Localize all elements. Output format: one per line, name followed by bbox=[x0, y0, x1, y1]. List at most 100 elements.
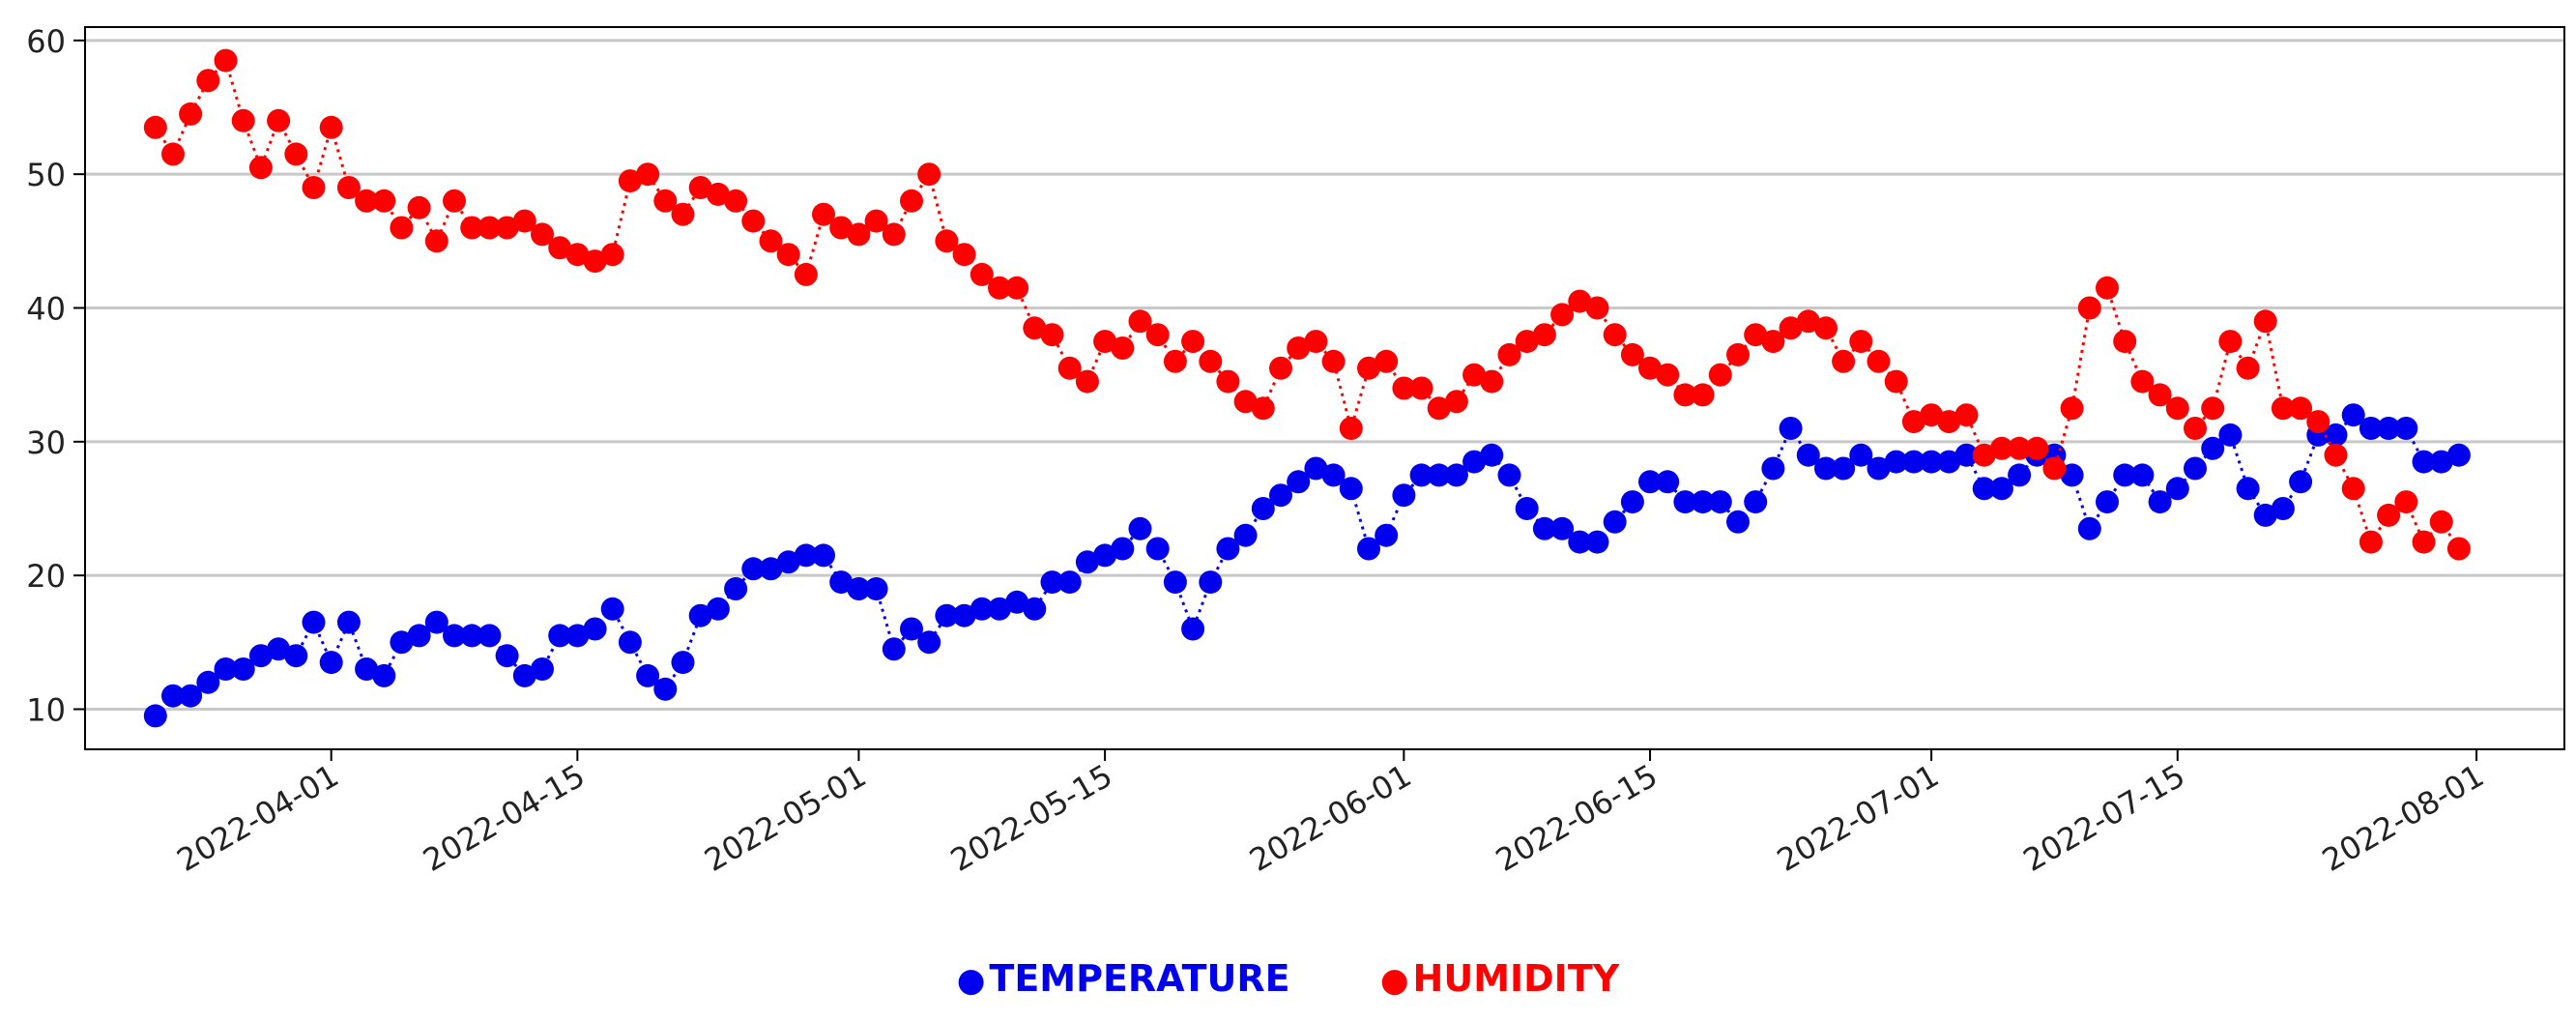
humidity-point bbox=[1251, 396, 1275, 421]
temperature-point bbox=[1638, 470, 1662, 494]
humidity-point bbox=[829, 216, 854, 240]
temperature-point bbox=[531, 657, 554, 681]
temperature-point bbox=[1233, 523, 1258, 547]
humidity-point bbox=[1726, 342, 1750, 366]
humidity-point bbox=[847, 222, 871, 247]
humidity-point bbox=[2130, 369, 2155, 394]
x-tick-label: 2022-04-15 bbox=[417, 757, 591, 879]
temperature-point bbox=[583, 617, 607, 641]
humidity-point bbox=[2377, 503, 2401, 527]
humidity-point bbox=[1901, 410, 1925, 434]
y-tick-label: 20 bbox=[26, 558, 66, 595]
temperature-point bbox=[1796, 443, 1820, 467]
humidity-point bbox=[1515, 330, 1539, 354]
temperature-point bbox=[284, 644, 308, 668]
temperature-point bbox=[2377, 417, 2401, 440]
y-tick-label: 10 bbox=[26, 692, 66, 729]
x-tick-label: 2022-05-01 bbox=[698, 757, 872, 879]
humidity-point bbox=[478, 216, 502, 240]
temperature-point bbox=[2130, 463, 2155, 487]
temperature-point bbox=[1920, 450, 1944, 474]
humidity-point bbox=[214, 48, 238, 73]
temperature-point bbox=[495, 644, 519, 668]
plot-frame bbox=[84, 26, 2565, 750]
temperature-point bbox=[2236, 477, 2260, 501]
temperature-point bbox=[2253, 503, 2277, 527]
temperature-point bbox=[407, 624, 431, 648]
temperature-point bbox=[2165, 477, 2189, 501]
temperature-point bbox=[248, 644, 273, 668]
temperature-point bbox=[2201, 436, 2225, 460]
temperature-point bbox=[1040, 570, 1064, 595]
humidity-point bbox=[1145, 323, 1170, 347]
temperature-point bbox=[2271, 497, 2295, 520]
legend-item-humidity[interactable]: ● HUMIDITY bbox=[1380, 957, 1619, 1000]
humidity-point bbox=[1480, 369, 1504, 394]
temperature-point bbox=[2289, 470, 2313, 494]
humidity-point bbox=[1040, 323, 1064, 347]
temperature-point bbox=[1901, 450, 1925, 474]
temperature-point bbox=[1005, 590, 1029, 614]
humidity-point bbox=[1989, 436, 2013, 460]
temperature-point bbox=[1972, 477, 1996, 501]
humidity-point bbox=[2324, 443, 2348, 467]
temperature-point bbox=[1375, 523, 1399, 547]
humidity-point bbox=[443, 189, 466, 213]
temperature-point bbox=[2429, 450, 2453, 474]
temperature-point bbox=[214, 657, 238, 681]
temperature-point bbox=[1937, 450, 1961, 474]
temperature-point bbox=[1321, 463, 1346, 487]
humidity-point bbox=[2236, 356, 2260, 380]
temperature-point bbox=[1057, 570, 1082, 595]
temperature-point bbox=[917, 630, 941, 655]
temperature-point bbox=[1480, 443, 1504, 467]
temperature-point bbox=[1392, 483, 1416, 508]
legend-item-temperature[interactable]: ● TEMPERATURE bbox=[957, 957, 1290, 1000]
temperature-point bbox=[1163, 570, 1187, 595]
humidity-point bbox=[812, 202, 835, 226]
temperature-point bbox=[600, 597, 624, 621]
humidity-point bbox=[1744, 323, 1768, 347]
humidity-point bbox=[653, 189, 678, 213]
humidity-point bbox=[1849, 330, 1873, 354]
humidity-point bbox=[1656, 363, 1680, 387]
legend: ● TEMPERATURE ● HUMIDITY bbox=[0, 957, 2576, 1000]
gridlines bbox=[85, 39, 2564, 711]
temperature-point bbox=[2060, 463, 2084, 487]
humidity-point bbox=[1779, 316, 1803, 340]
temperature-point bbox=[741, 557, 766, 581]
humidity-point bbox=[231, 108, 255, 132]
temperature-point bbox=[2394, 417, 2418, 440]
temperature-point bbox=[1814, 456, 1838, 481]
temperature-point bbox=[1568, 530, 1592, 554]
humidity-point bbox=[548, 236, 572, 260]
humidity-point bbox=[776, 243, 800, 267]
humidity-point bbox=[1375, 349, 1399, 373]
temperature-point bbox=[1357, 537, 1380, 561]
temperature-point bbox=[653, 677, 678, 701]
temperature-point bbox=[2324, 423, 2348, 447]
humidity-point bbox=[935, 229, 959, 253]
temperature-point bbox=[1708, 490, 1732, 514]
temperature-point bbox=[2184, 456, 2207, 481]
temperature-point bbox=[1304, 456, 1328, 481]
temperature-point bbox=[1093, 543, 1117, 568]
humidity-point bbox=[2096, 276, 2119, 300]
humidity-point bbox=[2201, 396, 2225, 421]
humidity-point bbox=[2289, 396, 2313, 421]
humidity-point bbox=[1867, 349, 1891, 373]
humidity-point bbox=[1937, 410, 1961, 434]
humidity-point bbox=[2042, 456, 2067, 481]
humidity-point bbox=[1585, 296, 1609, 320]
temperature-point bbox=[1884, 450, 1908, 474]
temperature-point bbox=[231, 657, 255, 681]
temperature-line bbox=[154, 413, 2460, 717]
humidity-point bbox=[2341, 477, 2365, 501]
temperature-point bbox=[1216, 537, 1240, 561]
temperature-point bbox=[1550, 516, 1575, 540]
humidity-point bbox=[1075, 369, 1099, 394]
humidity-point bbox=[1884, 369, 1908, 394]
humidity-point bbox=[583, 249, 607, 274]
temperature-point bbox=[478, 624, 502, 648]
